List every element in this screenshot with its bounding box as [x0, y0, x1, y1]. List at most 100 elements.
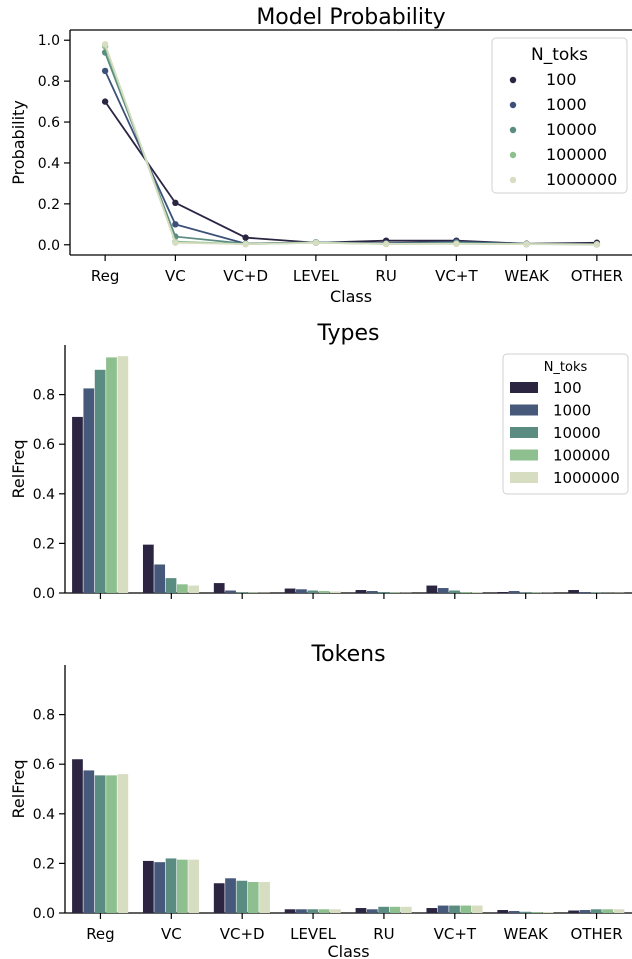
legend-title: N_toks [531, 45, 588, 65]
legend-marker [509, 151, 517, 159]
x-tick-label: LEVEL [293, 267, 340, 285]
x-tick-label: VC+T [435, 267, 478, 285]
bar [613, 909, 625, 913]
bar [426, 585, 438, 593]
data-point [242, 240, 249, 248]
data-point [453, 240, 460, 247]
x-tick-label: VC+D [220, 925, 265, 943]
legend-swatch [510, 382, 538, 393]
bar [366, 591, 378, 593]
chart-title: Tokens [310, 642, 385, 667]
x-tick-label: OTHER [571, 267, 623, 285]
bar [437, 905, 449, 913]
bar [94, 775, 106, 913]
x-tick-label: VC+T [434, 925, 477, 943]
legend-label: 1000 [553, 402, 591, 420]
x-tick-label: OTHER [570, 925, 622, 943]
bar [449, 590, 460, 593]
bar [83, 770, 95, 913]
bar [531, 912, 543, 913]
data-point [523, 240, 530, 248]
legend-label: 10000 [553, 424, 601, 442]
data-point [172, 199, 179, 207]
y-tick-label: 0.4 [38, 156, 60, 172]
bar [307, 909, 319, 913]
bar [117, 356, 129, 593]
data-point [101, 41, 109, 48]
bar [508, 911, 520, 913]
bar [318, 591, 330, 593]
bar [520, 911, 531, 913]
data-point [101, 98, 109, 105]
bar [579, 592, 591, 593]
legend-marker [509, 76, 517, 84]
bar [188, 859, 200, 913]
x-tick-label: LEVEL [290, 925, 337, 943]
bar [355, 908, 367, 913]
bar [378, 592, 390, 593]
bar [471, 905, 483, 913]
legend-box [491, 37, 628, 194]
bar [307, 590, 319, 593]
y-tick-label: 0.6 [33, 437, 55, 453]
legend-label: 1000000 [546, 170, 617, 189]
y-tick-label: 0.2 [33, 856, 55, 872]
legend-label: 100000 [546, 145, 607, 164]
y-tick-label: 0.8 [33, 708, 55, 724]
y-axis-label: RelFreq [9, 440, 28, 499]
bar [389, 906, 401, 913]
x-tick-label: Reg [91, 267, 120, 285]
legend-title: N_toks [544, 360, 588, 375]
y-axis-label: Probability [9, 100, 28, 185]
y-tick-label: 0.6 [38, 115, 60, 131]
bar [83, 388, 95, 593]
bar [366, 909, 378, 913]
bar [165, 858, 177, 913]
bar [590, 909, 602, 913]
bar [236, 880, 248, 913]
bar [284, 909, 296, 913]
bar [449, 905, 460, 913]
x-tick-label: RU [373, 925, 394, 943]
bar [106, 357, 117, 593]
legend-marker [509, 101, 517, 109]
bar [497, 592, 509, 593]
bar [296, 909, 307, 913]
y-tick-label: 0.2 [38, 197, 60, 213]
legend-label: 100 [553, 379, 582, 397]
bar [142, 544, 154, 593]
bar [542, 912, 554, 913]
chart-panel-3 [59, 665, 632, 919]
x-axis-label: Class [330, 287, 372, 306]
legend-label: 10000 [546, 120, 597, 139]
bar [497, 910, 509, 913]
bar [579, 910, 591, 913]
bar [154, 862, 166, 913]
data-point [172, 239, 179, 246]
y-tick-label: 0.0 [33, 586, 55, 602]
x-tick-label: VC [165, 267, 186, 285]
bar [296, 589, 307, 593]
bar [460, 592, 472, 593]
x-tick-label: WEAK [503, 925, 549, 943]
bar [117, 774, 129, 913]
x-tick-label: VC [161, 925, 182, 943]
chart-title: Model Probability [256, 5, 445, 30]
bar [165, 578, 177, 593]
legend-swatch [510, 427, 538, 438]
legend-label: 1000000 [553, 469, 620, 487]
x-tick-label: RU [375, 267, 396, 285]
bar [154, 564, 166, 593]
bar [106, 775, 117, 913]
legend-swatch [510, 472, 538, 483]
data-point [242, 234, 249, 241]
data-point [172, 221, 179, 228]
legend-label: 100000 [553, 447, 610, 465]
legend-marker [509, 126, 517, 134]
y-tick-label: 0.8 [38, 74, 60, 90]
bar [318, 909, 330, 913]
bar [94, 369, 106, 593]
bar [247, 882, 259, 913]
y-tick-label: 0.8 [33, 388, 55, 404]
